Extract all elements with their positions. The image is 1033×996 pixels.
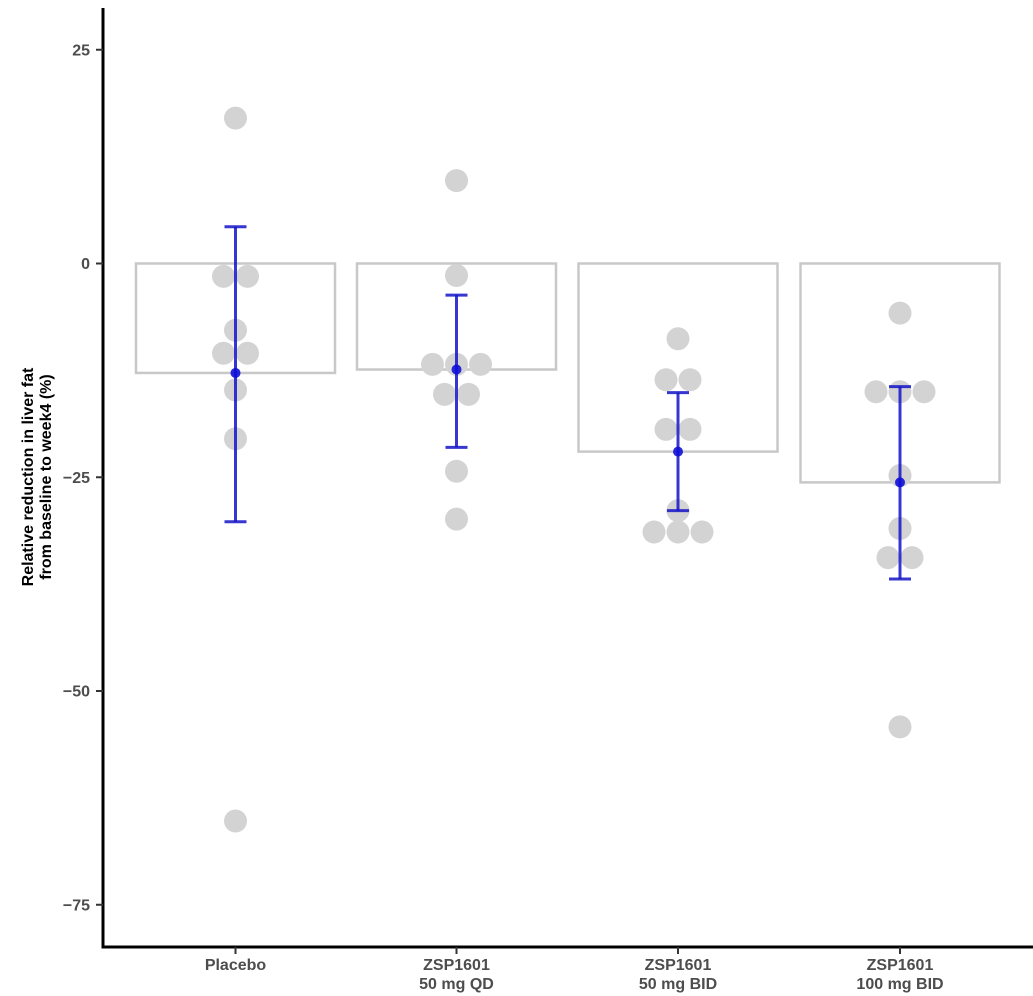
errors-layer (224, 225, 911, 581)
data-point (654, 368, 678, 392)
y-axis-title-line2: from baseline to week4 (%) (38, 374, 55, 579)
data-point (212, 264, 235, 288)
mean-point-1 (451, 364, 462, 375)
data-point (666, 327, 690, 351)
points-layer (212, 106, 936, 833)
data-point (642, 520, 666, 544)
data-point (864, 380, 888, 404)
y-axis-title-line1: Relative reduction in liver fat (20, 367, 37, 586)
mean-point-0 (230, 367, 241, 378)
x-tick-label: 100 mg BID (856, 976, 943, 993)
data-point (666, 520, 690, 544)
data-point (224, 106, 247, 130)
data-point (690, 520, 714, 544)
mean-point-3 (895, 477, 905, 488)
data-point (445, 459, 468, 483)
data-point (236, 341, 259, 365)
data-point (678, 417, 702, 441)
y-tick-label: −75 (63, 897, 90, 914)
x-tick-label: 50 mg BID (639, 976, 717, 993)
data-point (912, 380, 936, 404)
x-tick-label: ZSP1601 (423, 957, 490, 974)
ticks-layer: Placebo ZSP1601 50 mg QD ZSP1601 50 mg BID ZS… (63, 42, 944, 993)
x-tick-label: ZSP1601 (645, 957, 712, 974)
data-point (236, 264, 259, 288)
data-point (445, 507, 468, 531)
data-point (421, 352, 444, 376)
y-tick-label: −25 (63, 470, 90, 487)
data-point (654, 417, 678, 441)
data-point (888, 301, 912, 325)
data-point (445, 169, 468, 193)
bars-layer (134, 262, 1001, 484)
y-tick-label: −50 (63, 684, 90, 701)
data-point (678, 368, 702, 392)
x-tick-label: 50 mg QD (419, 976, 494, 993)
data-point (876, 546, 900, 570)
data-point (888, 715, 912, 739)
y-tick-label: 0 (81, 256, 90, 273)
mean-point-2 (673, 446, 683, 457)
data-point (457, 382, 480, 406)
data-point (900, 546, 924, 570)
data-point (433, 382, 456, 406)
x-tick-label: ZSP1601 (867, 957, 934, 974)
y-tick-label: 25 (72, 42, 90, 59)
data-point (212, 341, 235, 365)
data-point (224, 809, 247, 833)
x-tick-label: Placebo (205, 957, 267, 974)
data-point (445, 263, 468, 287)
data-point (469, 352, 492, 376)
